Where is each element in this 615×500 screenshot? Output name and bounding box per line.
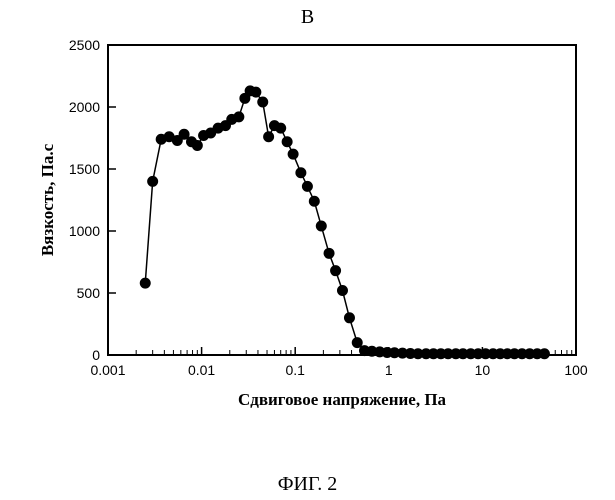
svg-text:2500: 2500: [69, 37, 100, 53]
svg-text:2000: 2000: [69, 99, 100, 115]
svg-text:500: 500: [77, 285, 101, 301]
panel-label: B: [0, 6, 615, 29]
svg-text:10: 10: [475, 362, 491, 378]
svg-text:0: 0: [92, 347, 100, 363]
screenshot-root: B 0 500 1000 1500 2000 2500 0.001 0.01 0.1 1 10 100…: [0, 0, 615, 500]
svg-text:1: 1: [385, 362, 393, 378]
svg-text:0.1: 0.1: [285, 362, 305, 378]
viscosity-chart: 0 500 1000 1500 2000 2500 0.001 0.01 0.1 1 10 100 Сд…: [30, 35, 590, 455]
svg-text:0.001: 0.001: [90, 362, 125, 378]
svg-text:1000: 1000: [69, 223, 100, 239]
svg-text:1500: 1500: [69, 161, 100, 177]
svg-text:Сдвиговое напряжение, Па: Сдвиговое напряжение, Па: [238, 390, 447, 409]
svg-text:0.01: 0.01: [188, 362, 215, 378]
chart-container: 0 500 1000 1500 2000 2500 0.001 0.01 0.1 1 10 100 Сд…: [30, 35, 590, 455]
figure-label: ФИГ. 2: [0, 473, 615, 496]
svg-text:Вязкость, Па.с: Вязкость, Па.с: [38, 143, 57, 256]
svg-text:100: 100: [564, 362, 588, 378]
